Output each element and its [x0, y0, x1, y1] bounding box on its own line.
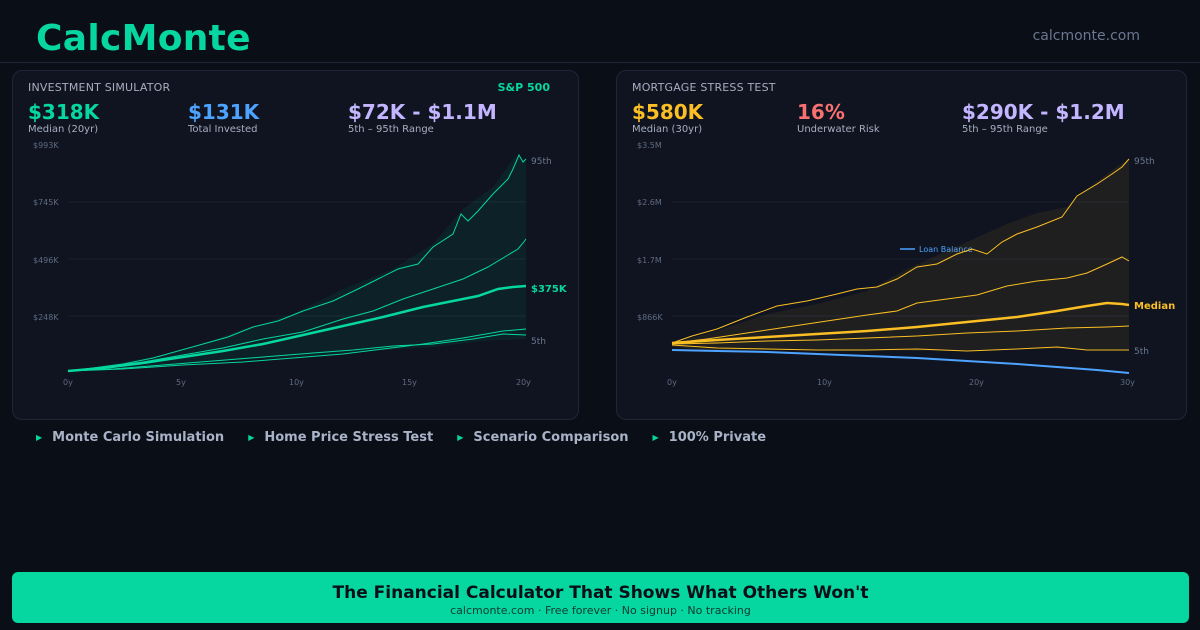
- svg-text:10y: 10y: [817, 378, 832, 387]
- svg-text:20y: 20y: [969, 378, 984, 387]
- svg-text:0y: 0y: [667, 378, 677, 387]
- feature-item: ▶ Home Price Stress Test: [248, 430, 434, 445]
- median-label: Median: [1134, 301, 1175, 312]
- svg-text:5y: 5y: [176, 378, 186, 387]
- svg-text:$496K: $496K: [33, 256, 59, 265]
- stat-median: $580K Median (30yr): [632, 100, 704, 135]
- arrow-right-icon: ▶: [652, 433, 659, 442]
- svg-text:$3.5M: $3.5M: [637, 141, 662, 150]
- stat-range: $290K - $1.2M 5th – 95th Range: [962, 100, 1125, 135]
- svg-text:0y: 0y: [63, 378, 73, 387]
- arrow-right-icon: ▶: [457, 433, 464, 442]
- svg-text:$2.6M: $2.6M: [637, 198, 662, 207]
- stat-median: $318K Median (20yr): [28, 100, 100, 135]
- svg-text:95th: 95th: [1134, 157, 1155, 167]
- svg-text:30y: 30y: [1120, 378, 1135, 387]
- feature-item: ▶ Monte Carlo Simulation: [36, 430, 225, 445]
- banner-subtitle: calcmonte.com · Free forever · No signup…: [450, 604, 751, 617]
- arrow-right-icon: ▶: [36, 433, 43, 442]
- stat-underwater-risk: 16% Underwater Risk: [797, 100, 880, 135]
- svg-text:$866K: $866K: [637, 313, 663, 322]
- svg-text:$1.7M: $1.7M: [637, 256, 662, 265]
- svg-text:$993K: $993K: [33, 141, 59, 150]
- banner-title: The Financial Calculator That Shows What…: [332, 583, 869, 603]
- feature-item: ▶ Scenario Comparison: [457, 430, 629, 445]
- logo[interactable]: CalcMonte: [36, 18, 251, 59]
- cta-banner[interactable]: The Financial Calculator That Shows What…: [12, 572, 1189, 623]
- index-badge: S&P 500: [497, 81, 550, 94]
- stat-range: $72K - $1.1M 5th – 95th Range: [348, 100, 497, 135]
- arrow-right-icon: ▶: [248, 433, 255, 442]
- site-link[interactable]: calcmonte.com: [1032, 28, 1140, 44]
- svg-text:5th: 5th: [1134, 347, 1149, 357]
- investment-simulator-card: INVESTMENT SIMULATOR S&P 500 $318K Media…: [12, 70, 579, 420]
- svg-text:10y: 10y: [289, 378, 304, 387]
- svg-text:5th: 5th: [531, 337, 546, 347]
- card-title: INVESTMENT SIMULATOR: [28, 81, 171, 94]
- mortgage-chart: $3.5M $2.6M $1.7M $866K Loan Balance 95t…: [637, 141, 1175, 387]
- card-title: MORTGAGE STRESS TEST: [632, 81, 776, 94]
- mortgage-stress-card: MORTGAGE STRESS TEST $580K Median (30yr)…: [616, 70, 1187, 420]
- stat-total-invested: $131K Total Invested: [188, 100, 260, 135]
- feature-list: ▶ Monte Carlo Simulation ▶ Home Price Stre…: [36, 430, 790, 445]
- svg-text:20y: 20y: [516, 378, 531, 387]
- svg-text:95th: 95th: [531, 157, 552, 167]
- investment-chart: $993K $745K $496K $248K 95th 5th $375K 0…: [33, 141, 568, 387]
- svg-text:$745K: $745K: [33, 198, 59, 207]
- svg-text:15y: 15y: [402, 378, 417, 387]
- feature-item: ▶ 100% Private: [652, 430, 767, 445]
- loan-balance-legend: Loan Balance: [919, 245, 973, 254]
- end-value-label: $375K: [531, 284, 568, 295]
- svg-text:$248K: $248K: [33, 313, 59, 322]
- header: CalcMonte calcmonte.com: [0, 0, 1200, 63]
